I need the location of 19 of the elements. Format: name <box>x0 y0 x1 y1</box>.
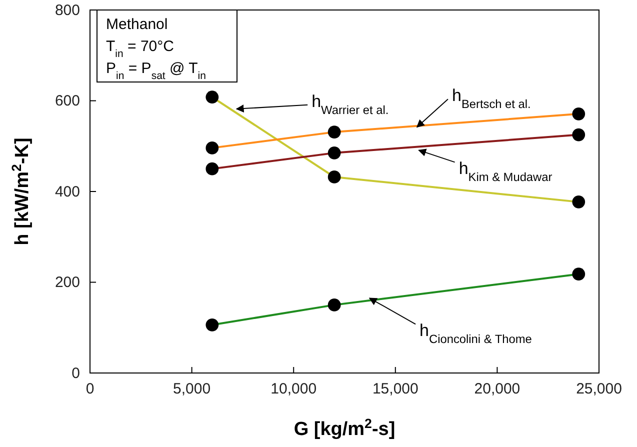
y-tick-label: 200 <box>54 274 80 292</box>
annotation: h$_{Warrier et al.}$ <box>312 92 389 117</box>
x-tick-label: 20,000 <box>474 380 520 398</box>
y-tick-label: 600 <box>54 92 80 110</box>
x-tick-label: 10,000 <box>270 380 317 398</box>
x-tick-label: 25,000 <box>576 380 622 398</box>
x-tick-label: 5,000 <box>173 380 211 398</box>
annotation: h$_{Kim & Mudawar}$ <box>458 159 552 184</box>
y-tick-label: 0 <box>72 364 80 382</box>
y-tick-label: 800 <box>54 2 80 19</box>
annotation: Methanol <box>106 16 168 33</box>
annotation: h$_{Cioncolini & Thome}$ <box>420 321 532 346</box>
annotation: P$_{in}$ = P$_{sat}$ @ T$_{in}$ <box>106 60 206 82</box>
x-tick-label: 15,000 <box>372 380 418 398</box>
annotation: T$_{in}$ = 70°C <box>106 38 174 60</box>
annotation: h$_{Bertsch et al.}$ <box>452 86 531 112</box>
x-tick-label: 0 <box>86 380 94 398</box>
y-tick-label: 400 <box>54 183 80 200</box>
x-axis-title: G [kg/m$^{2}$-s] <box>294 416 396 440</box>
